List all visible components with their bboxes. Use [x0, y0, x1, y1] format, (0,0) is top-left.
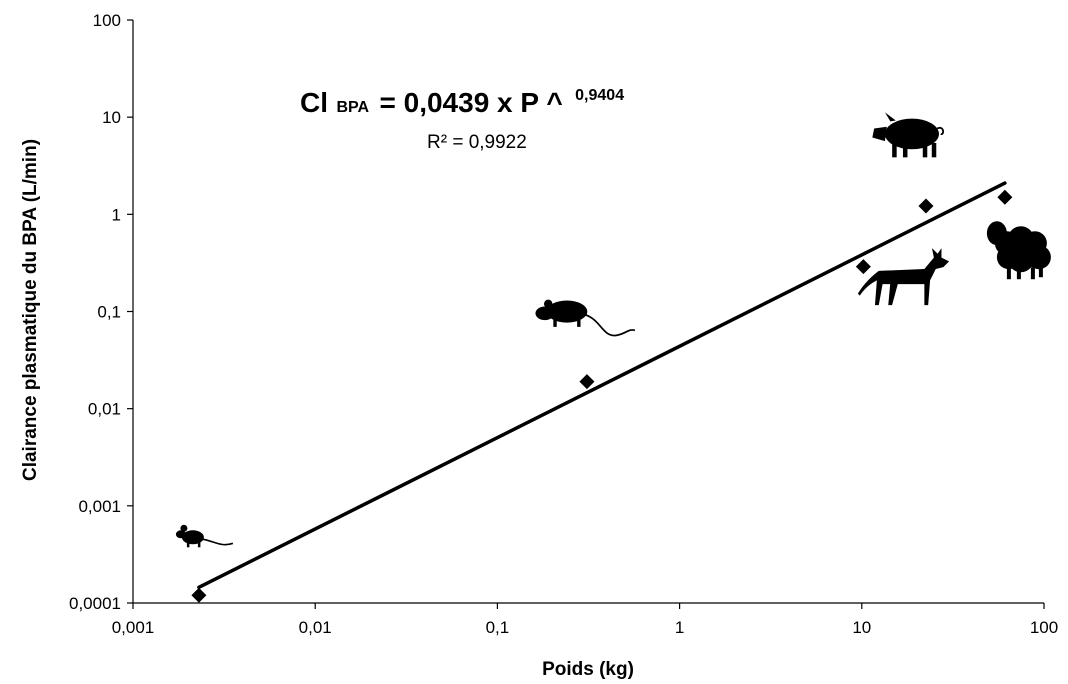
equation-exponent: 0,9404 — [575, 87, 624, 104]
y-tick-label: 10 — [102, 108, 121, 127]
y-tick-label: 1 — [112, 205, 121, 224]
y-tick-label: 0,01 — [88, 400, 121, 419]
equation-subscript: BPA — [336, 99, 369, 116]
y-axis-title: Clairance plasmatique du BPA (L/min) — [20, 139, 41, 481]
y-tick-label: 0,1 — [97, 303, 121, 322]
mouse-icon — [175, 524, 234, 549]
equation-prefix: Cl — [300, 87, 328, 118]
data-point — [855, 259, 871, 275]
y-tick-label: 0,001 — [78, 497, 121, 516]
x-tick-label: 0,1 — [486, 618, 510, 637]
x-tick-label: 1 — [675, 618, 684, 637]
equation-body: = 0,0439 x P ^ — [380, 87, 563, 118]
y-tick-label: 0,0001 — [69, 594, 121, 613]
x-tick-label: 0,01 — [299, 618, 332, 637]
data-point — [191, 587, 207, 603]
data-point — [918, 198, 934, 214]
data-point — [997, 189, 1013, 205]
dog-icon — [857, 248, 950, 306]
pig-icon — [871, 111, 945, 159]
y-tick-label: 100 — [93, 11, 121, 30]
sheep-icon — [986, 221, 1051, 280]
trendline — [197, 181, 1007, 590]
x-axis-title: Poids (kg) — [542, 659, 634, 680]
trendline-equation: Cl BPA = 0,0439 x P ^ 0,9404 — [300, 87, 624, 118]
r-squared-label: R² = 0,9922 — [427, 132, 527, 153]
rat-icon — [534, 298, 636, 337]
data-point — [579, 374, 595, 390]
x-tick-label: 0,001 — [112, 618, 155, 637]
x-tick-label: 100 — [1030, 618, 1058, 637]
x-tick-label: 10 — [852, 618, 871, 637]
